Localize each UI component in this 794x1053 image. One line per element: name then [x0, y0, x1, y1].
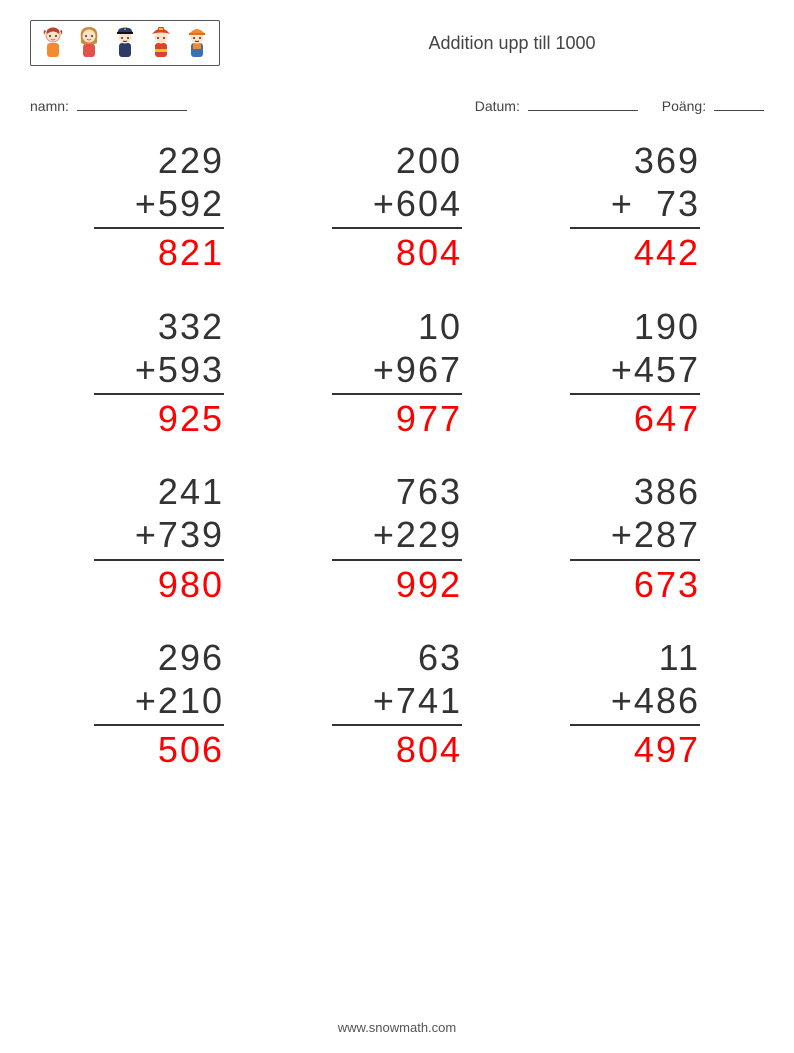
addition-problem: 332+593925: [94, 305, 224, 441]
date-label: Datum:: [475, 98, 520, 114]
addition-problem: 190+457647: [570, 305, 700, 441]
addition-problem: 369+ 73442: [570, 139, 700, 275]
answer: 497: [570, 728, 700, 771]
addition-problem: 386+287673: [570, 470, 700, 606]
addend-top: 241: [94, 470, 224, 513]
addend-bottom-row: +457: [570, 348, 700, 395]
addend-top: 63: [332, 636, 462, 679]
addend-bottom-row: +287: [570, 513, 700, 560]
addition-problem: 241+739980: [94, 470, 224, 606]
date-blank[interactable]: [528, 96, 638, 111]
addition-problem: 200+604804: [332, 139, 462, 275]
addend-bottom-row: +486: [570, 679, 700, 726]
person-woman-icon: [75, 25, 103, 61]
score-label: Poäng:: [662, 98, 706, 114]
addition-problem: 229+592821: [94, 139, 224, 275]
answer: 506: [94, 728, 224, 771]
addend-bottom-row: + 73: [570, 182, 700, 229]
addend-top: 369: [570, 139, 700, 182]
answer: 992: [332, 563, 462, 606]
addend-top: 386: [570, 470, 700, 513]
worksheet-title: Addition upp till 1000: [260, 33, 764, 54]
name-label: namn:: [30, 98, 69, 114]
footer-url: www.snowmath.com: [0, 1020, 794, 1035]
addend-top: 296: [94, 636, 224, 679]
answer: 673: [570, 563, 700, 606]
answer: 977: [332, 397, 462, 440]
addend-top: 200: [332, 139, 462, 182]
construction-worker-icon: [183, 25, 211, 61]
answer: 804: [332, 231, 462, 274]
answer: 647: [570, 397, 700, 440]
addend-bottom-row: +604: [332, 182, 462, 229]
firefighter-icon: [147, 25, 175, 61]
answer: 821: [94, 231, 224, 274]
problems-grid: 229+592821200+604804369+ 73442332+593925…: [30, 139, 764, 771]
addend-bottom-row: +229: [332, 513, 462, 560]
addend-top: 763: [332, 470, 462, 513]
answer: 804: [332, 728, 462, 771]
answer: 980: [94, 563, 224, 606]
addition-problem: 763+229992: [332, 470, 462, 606]
addend-top: 190: [570, 305, 700, 348]
addition-problem: 296+210506: [94, 636, 224, 772]
addend-bottom-row: +210: [94, 679, 224, 726]
header-row: Addition upp till 1000: [30, 20, 764, 66]
answer: 925: [94, 397, 224, 440]
addend-bottom-row: +739: [94, 513, 224, 560]
addend-bottom-row: +741: [332, 679, 462, 726]
person-girl-icon: [39, 25, 67, 61]
info-row: namn: Datum: Poäng:: [30, 96, 764, 114]
name-blank[interactable]: [77, 96, 187, 111]
addend-top: 332: [94, 305, 224, 348]
answer: 442: [570, 231, 700, 274]
addend-bottom-row: +592: [94, 182, 224, 229]
addend-bottom-row: +967: [332, 348, 462, 395]
addition-problem: 63+741804: [332, 636, 462, 772]
addend-top: 229: [94, 139, 224, 182]
police-officer-icon: [111, 25, 139, 61]
addition-problem: 11+486497: [570, 636, 700, 772]
addend-top: 10: [332, 305, 462, 348]
people-icons-box: [30, 20, 220, 66]
addend-bottom-row: +593: [94, 348, 224, 395]
score-blank[interactable]: [714, 96, 764, 111]
addend-top: 11: [570, 636, 700, 679]
addition-problem: 10+967977: [332, 305, 462, 441]
